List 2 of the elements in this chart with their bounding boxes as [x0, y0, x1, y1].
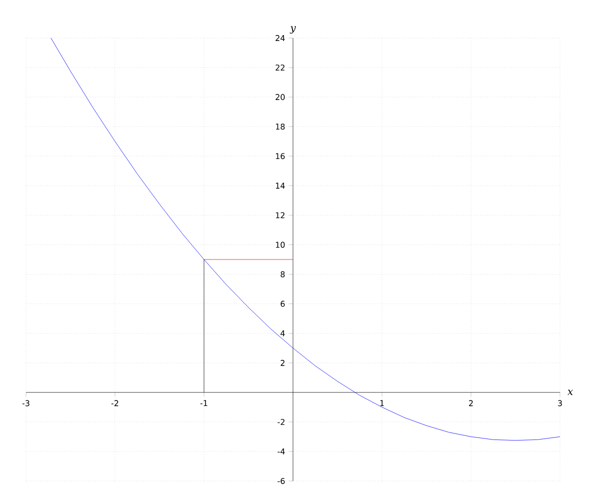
y-axis-title: y: [290, 26, 296, 34]
x-axis-title: x: [568, 390, 573, 395]
